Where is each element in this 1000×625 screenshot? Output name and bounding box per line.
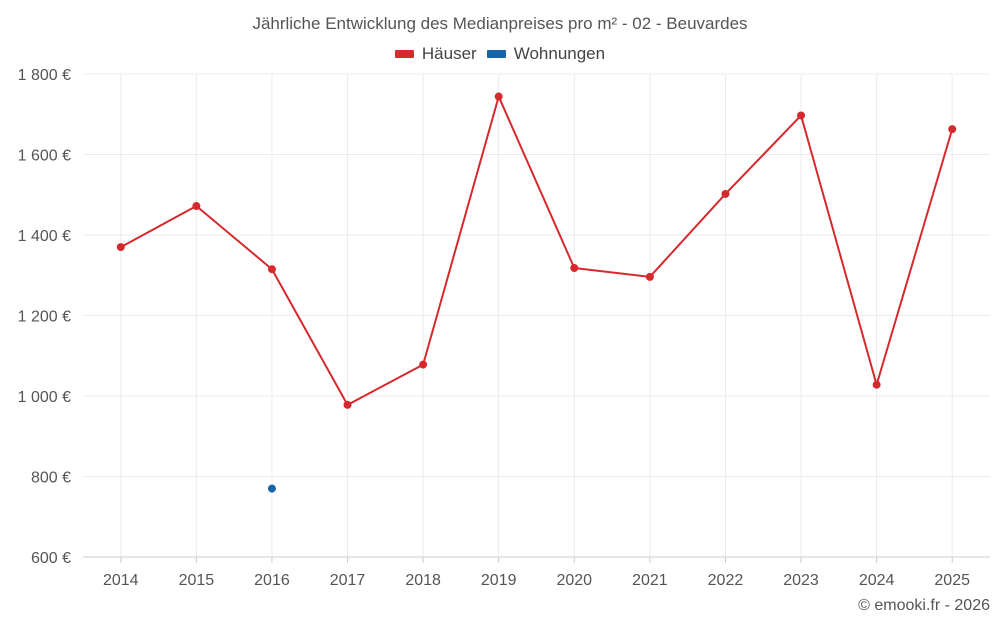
- y-tick-label: 1 200 €: [18, 309, 71, 326]
- x-tick-label: 2014: [103, 572, 139, 589]
- chart-title: Jährliche Entwicklung des Medianpreises …: [252, 14, 748, 33]
- legend-item-haeuser[interactable]: Häuser: [394, 44, 477, 64]
- x-tick-label: 2021: [632, 572, 668, 589]
- x-tick-label: 2016: [254, 572, 290, 589]
- data-point-haeuser: [116, 243, 125, 252]
- data-point-haeuser: [570, 264, 579, 273]
- x-tick-label: 2023: [783, 572, 819, 589]
- x-tick-label: 2024: [859, 572, 895, 589]
- series-line-haeuser: [120, 95, 954, 406]
- data-point-haeuser: [797, 111, 806, 120]
- data-point-haeuser: [494, 92, 503, 101]
- y-tick-label: 800 €: [31, 470, 71, 487]
- legend-swatch-haeuser: [394, 50, 414, 58]
- x-tick-label: 2022: [708, 572, 744, 589]
- y-tick-label: 600 €: [31, 550, 71, 567]
- copyright-text: © emooki.fr - 2026: [858, 597, 990, 614]
- y-tick-label: 1 800 €: [18, 67, 71, 84]
- x-tick-label: 2017: [330, 572, 366, 589]
- data-point-wohnungen: [267, 484, 276, 493]
- data-point-haeuser: [343, 400, 352, 409]
- x-tick-label: 2015: [179, 572, 215, 589]
- data-point-haeuser: [872, 380, 881, 389]
- x-tick-label: 2025: [934, 572, 970, 589]
- legend-label-wohnungen: Wohnungen: [513, 44, 606, 63]
- x-tick-label: 2020: [556, 572, 592, 589]
- legend: Häuser Wohnungen: [0, 44, 1000, 64]
- data-point-haeuser: [645, 272, 654, 281]
- x-tick-label: 2019: [481, 572, 517, 589]
- legend-swatch-wohnungen: [486, 50, 506, 58]
- data-point-haeuser: [192, 202, 201, 211]
- data-point-haeuser: [419, 360, 428, 369]
- data-point-haeuser: [948, 125, 957, 134]
- data-point-haeuser: [721, 189, 730, 198]
- y-tick-label: 1 600 €: [18, 148, 71, 165]
- legend-label-haeuser: Häuser: [421, 44, 477, 63]
- legend-item-wohnungen[interactable]: Wohnungen: [486, 44, 606, 64]
- data-point-haeuser: [267, 265, 276, 274]
- x-tick-label: 2018: [405, 572, 441, 589]
- y-tick-label: 1 400 €: [18, 228, 71, 245]
- y-tick-label: 1 000 €: [18, 389, 71, 406]
